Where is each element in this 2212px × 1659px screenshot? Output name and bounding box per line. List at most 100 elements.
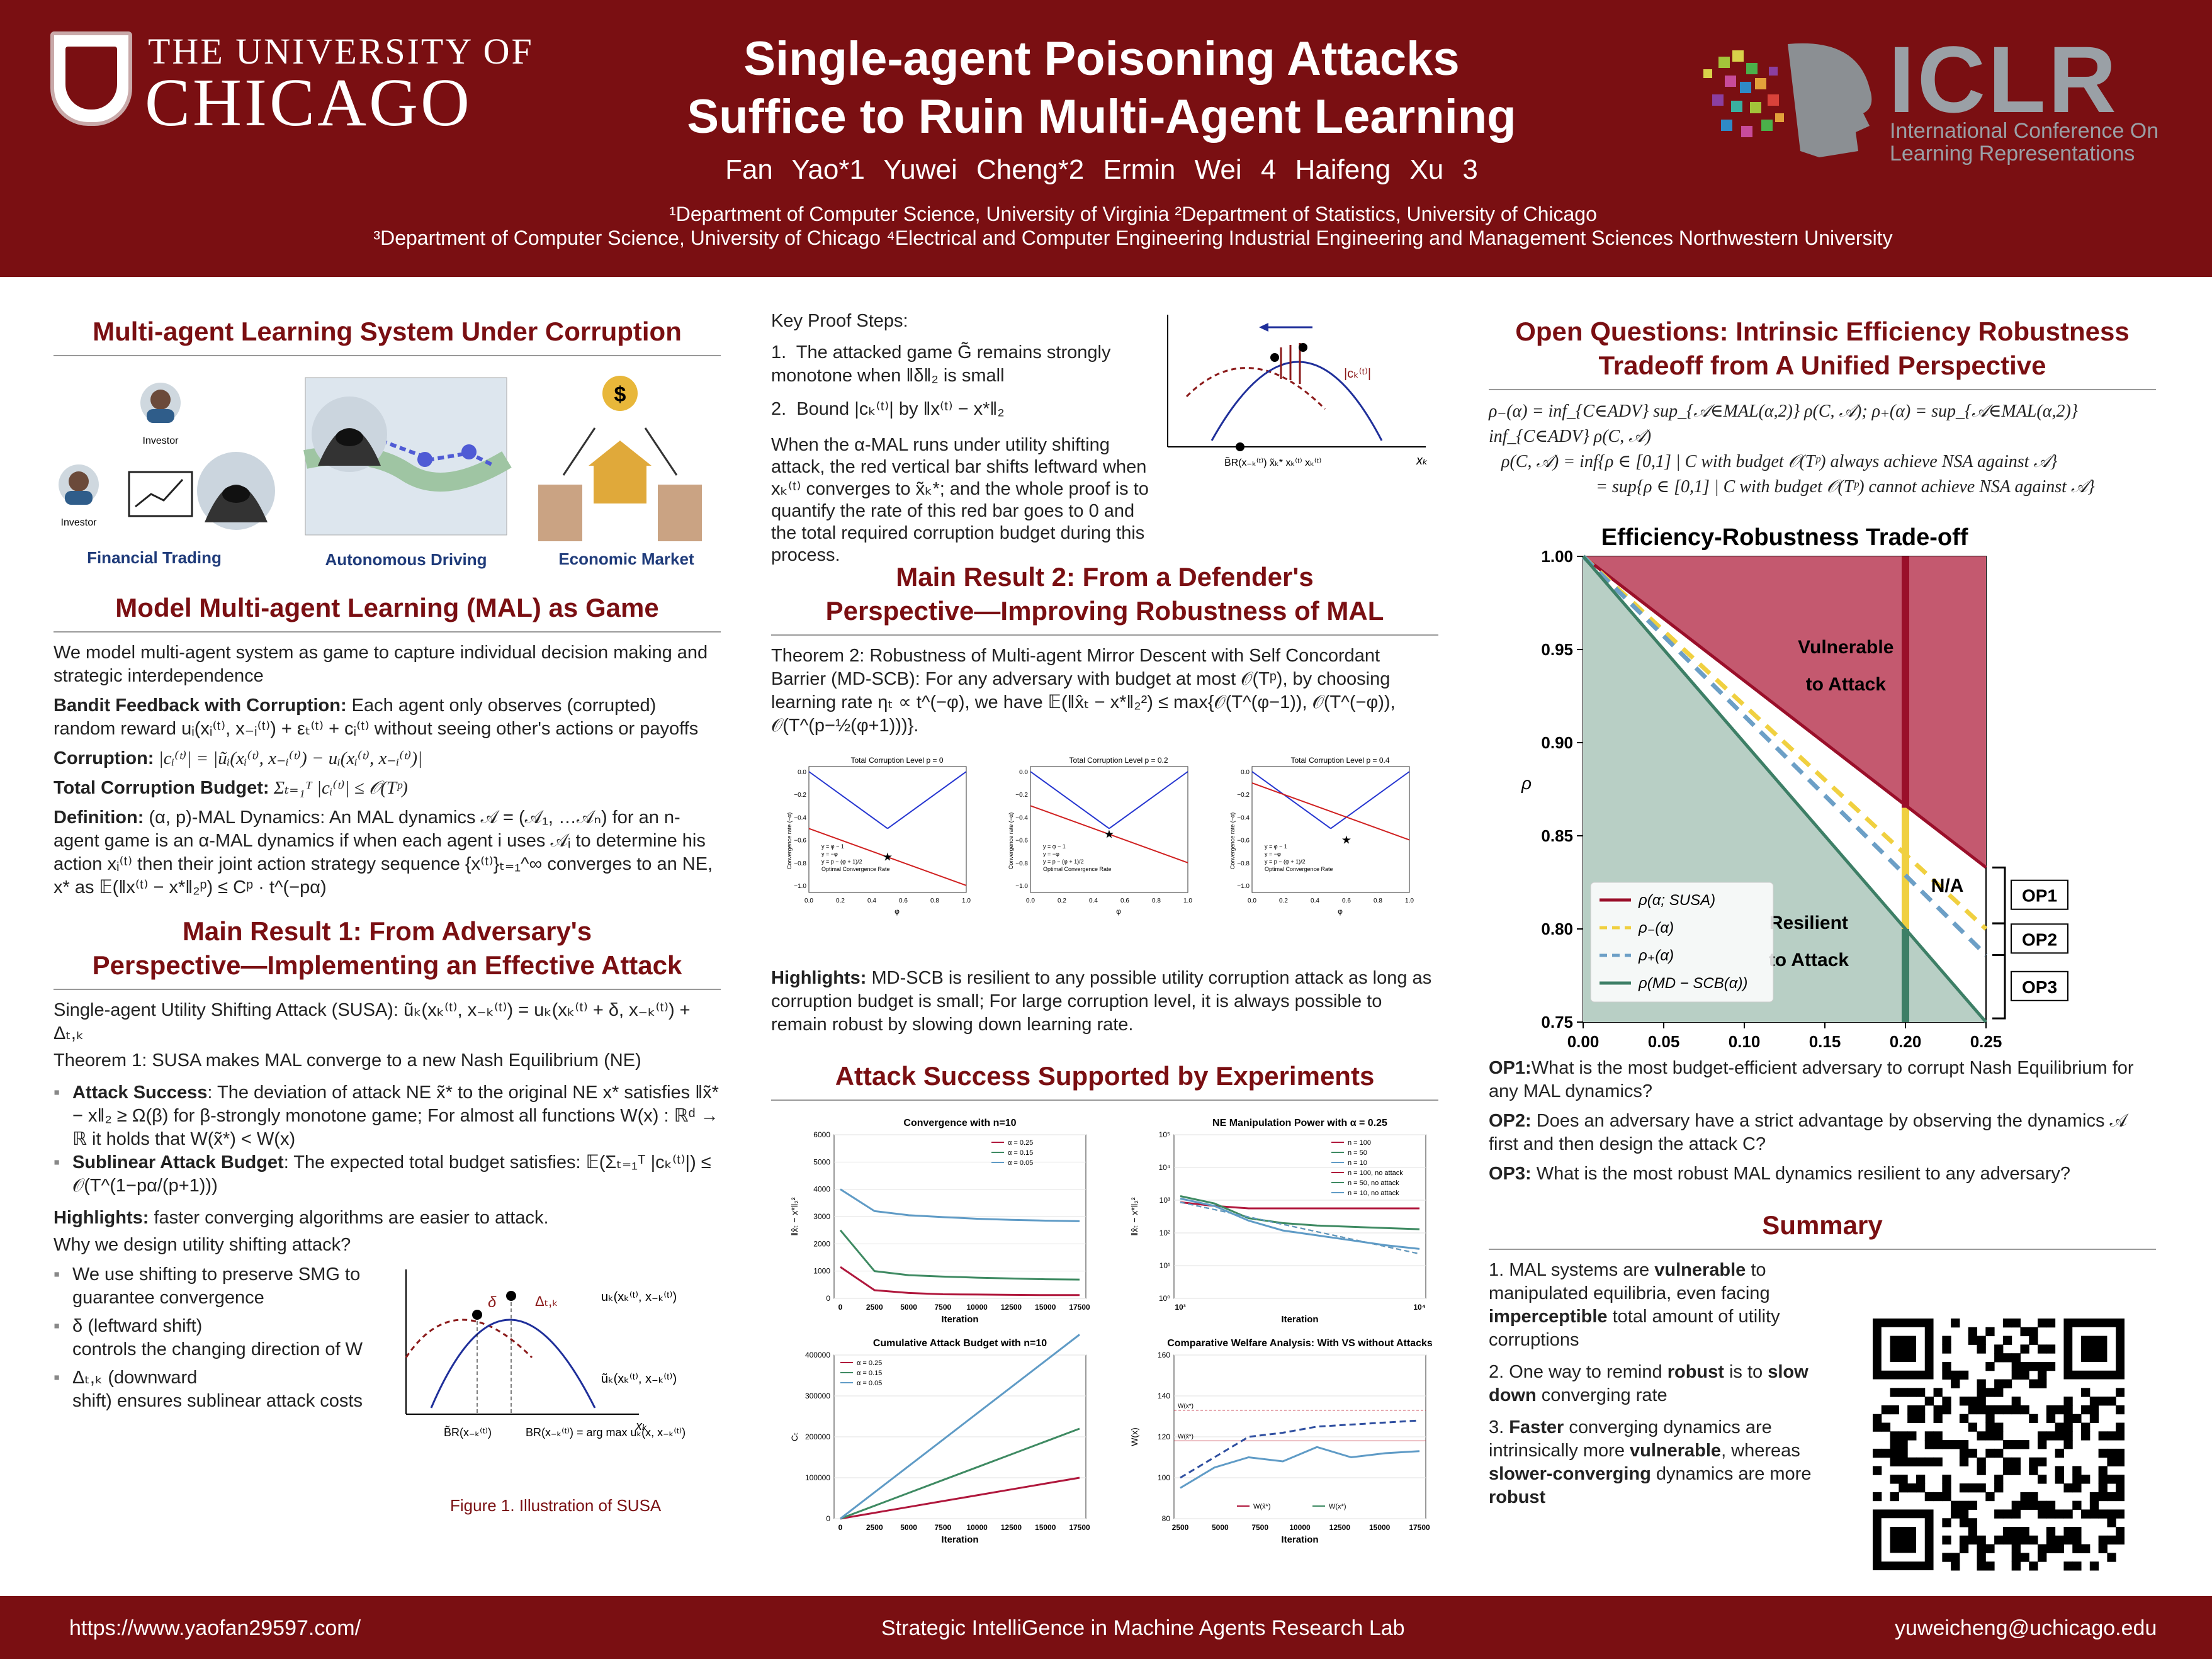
qr-module bbox=[1959, 1500, 1969, 1510]
qr-module bbox=[1994, 1448, 2004, 1458]
map-pin-icon bbox=[461, 444, 477, 459]
qr-code[interactable] bbox=[1873, 1319, 2125, 1583]
qr-module bbox=[1977, 1344, 1986, 1354]
svg-text:uₖ(xₖ⁽ᵗ⁾, x₋ₖ⁽ᵗ⁾): uₖ(xₖ⁽ᵗ⁾, x₋ₖ⁽ᵗ⁾) bbox=[601, 1290, 677, 1304]
stock-chart-icon bbox=[128, 471, 193, 517]
qr-module bbox=[2020, 1440, 2029, 1449]
exp-legend-label: α = 0.25 bbox=[857, 1359, 882, 1367]
title-line-1: Single-agent Poisoning Attacks bbox=[743, 32, 1460, 86]
exp-ytick: 120 bbox=[1158, 1432, 1170, 1441]
qr-module bbox=[2089, 1397, 2099, 1406]
exp-xtick: 10000 bbox=[1289, 1523, 1311, 1532]
qr-module bbox=[1942, 1336, 1951, 1345]
qr-module bbox=[1916, 1483, 1926, 1493]
qr-module bbox=[2020, 1405, 2029, 1415]
qr-module bbox=[2116, 1422, 2125, 1432]
exp-xtick: 5000 bbox=[1212, 1523, 1229, 1532]
exp-ann-wtilde: W(x̃*) bbox=[1178, 1434, 1193, 1441]
mini-line-blue-2 bbox=[1109, 771, 1188, 830]
bank-icon bbox=[589, 441, 652, 466]
qr-module bbox=[2029, 1535, 2038, 1545]
qr-module bbox=[2063, 1561, 2073, 1571]
qr-module bbox=[2011, 1561, 2021, 1571]
proof-figure: |cₖ⁽ᵗ⁾| xₖ B̃R(x₋ₖ⁽ᵗ⁾) x̃ₖ* xₖ⁽ᵗ⁾ xₖ⁽ᵗ⁾ bbox=[1167, 315, 1428, 468]
qr-module bbox=[2063, 1509, 2073, 1519]
op1-question: OP1:What is the most budget-efficient ad… bbox=[1489, 1058, 2134, 1101]
mini-ytick: 0.0 bbox=[798, 769, 806, 776]
exp-ytick: 5000 bbox=[813, 1157, 830, 1166]
exp-xtick: 15000 bbox=[1035, 1523, 1056, 1532]
exp-ytick: 4000 bbox=[813, 1185, 830, 1194]
qr-module bbox=[1994, 1535, 2004, 1545]
exp-legend-label: α = 0.15 bbox=[1008, 1149, 1033, 1157]
why-bullet-2: δ (leftward shift)controls the changing … bbox=[54, 1315, 381, 1361]
exp-frame bbox=[1173, 1134, 1426, 1299]
title-line-2: Suffice to Ruin Multi-Agent Learning bbox=[687, 90, 1516, 143]
qr-module bbox=[1977, 1466, 1986, 1475]
qr-module bbox=[2107, 1553, 2116, 1562]
exp-ytick: 1000 bbox=[813, 1267, 830, 1276]
exp-series bbox=[1180, 1419, 1420, 1479]
qr-module bbox=[2098, 1535, 2108, 1545]
mini-legend-label: y = −φ bbox=[821, 851, 838, 857]
qr-module bbox=[1968, 1500, 1978, 1510]
exp-xtick: 12500 bbox=[1001, 1303, 1022, 1312]
mini-xlabel: φ bbox=[894, 907, 900, 916]
vulnerable-region bbox=[1583, 556, 1986, 868]
exp-legend-label: n = 100, no attack bbox=[1348, 1169, 1403, 1177]
qr-module bbox=[1959, 1370, 1969, 1380]
series-line-2 bbox=[1581, 554, 1988, 957]
mini-xtick: 0.6 bbox=[1120, 897, 1129, 904]
qr-module bbox=[2011, 1319, 2021, 1328]
qr-module bbox=[2011, 1361, 2021, 1371]
qr-module bbox=[1933, 1492, 1943, 1502]
qr-module bbox=[1985, 1388, 1995, 1397]
qr-module bbox=[2038, 1457, 2047, 1466]
qr-module bbox=[2063, 1527, 2073, 1536]
exp-xtick: 7500 bbox=[1251, 1523, 1268, 1532]
qr-module bbox=[1924, 1457, 1934, 1466]
qr-module bbox=[2011, 1353, 2021, 1363]
map-pin-icon bbox=[417, 452, 432, 467]
qr-module bbox=[1968, 1483, 1978, 1493]
qr-module bbox=[2029, 1457, 2038, 1466]
qr-module bbox=[1968, 1527, 1978, 1536]
qr-module bbox=[2046, 1414, 2056, 1424]
exp-ytick: 300000 bbox=[805, 1392, 830, 1400]
qr-module bbox=[2038, 1379, 2047, 1388]
mini-xtick: 0.4 bbox=[867, 897, 876, 904]
qr-module bbox=[2011, 1527, 2021, 1536]
qr-module bbox=[2055, 1448, 2064, 1458]
qr-module bbox=[2011, 1466, 2021, 1475]
exp-ylabel: ‖x̂ₜ − x*‖₂² bbox=[1129, 1197, 1139, 1236]
qr-module bbox=[1994, 1483, 2004, 1493]
mini-title: Total Corruption Level p = 0.2 bbox=[1069, 756, 1168, 765]
x-tick-label: 0.25 bbox=[1970, 1032, 2002, 1047]
mini-xtick: 0.6 bbox=[1342, 897, 1351, 904]
qr-module bbox=[2098, 1466, 2108, 1475]
exp-ytick: 10³ bbox=[1160, 1196, 1170, 1205]
qr-module bbox=[1977, 1405, 1986, 1415]
qr-module bbox=[1985, 1327, 1995, 1337]
mini-ytick: −0.4 bbox=[1237, 814, 1250, 821]
qr-module bbox=[2098, 1475, 2108, 1484]
qr-module bbox=[2098, 1509, 2108, 1519]
iclr-subtitle: International Conference On Learning Repr… bbox=[1890, 119, 2159, 166]
qr-module bbox=[2063, 1440, 2073, 1449]
qr-module bbox=[2011, 1397, 2021, 1406]
qr-module bbox=[1977, 1397, 1986, 1406]
footer-email[interactable]: yuweicheng@uchicago.edu bbox=[1895, 1616, 2157, 1640]
mini-line-blue-2 bbox=[1330, 771, 1410, 830]
qr-module bbox=[2089, 1500, 2099, 1510]
qr-module bbox=[2063, 1397, 2073, 1406]
qr-module bbox=[2046, 1405, 2056, 1415]
qr-module bbox=[2011, 1370, 2021, 1380]
highlights-2: Highlights: MD-SCB is resilient to any p… bbox=[771, 968, 1432, 1035]
mini-ytick: −1.0 bbox=[1237, 883, 1250, 890]
qr-module bbox=[1899, 1448, 1908, 1458]
footer-url[interactable]: https://www.yaofan29597.com/ bbox=[69, 1616, 361, 1640]
exp-ytick: 160 bbox=[1158, 1351, 1170, 1359]
susa-figure: δ Δₜ,ₖ uₖ(xₖ⁽ᵗ⁾, x₋ₖ⁽ᵗ⁾) ũₖ(xₖ⁽ᵗ⁾, x₋ₖ⁽ᵗ… bbox=[405, 1269, 686, 1439]
exp-xlabel: Iteration bbox=[1281, 1534, 1318, 1545]
